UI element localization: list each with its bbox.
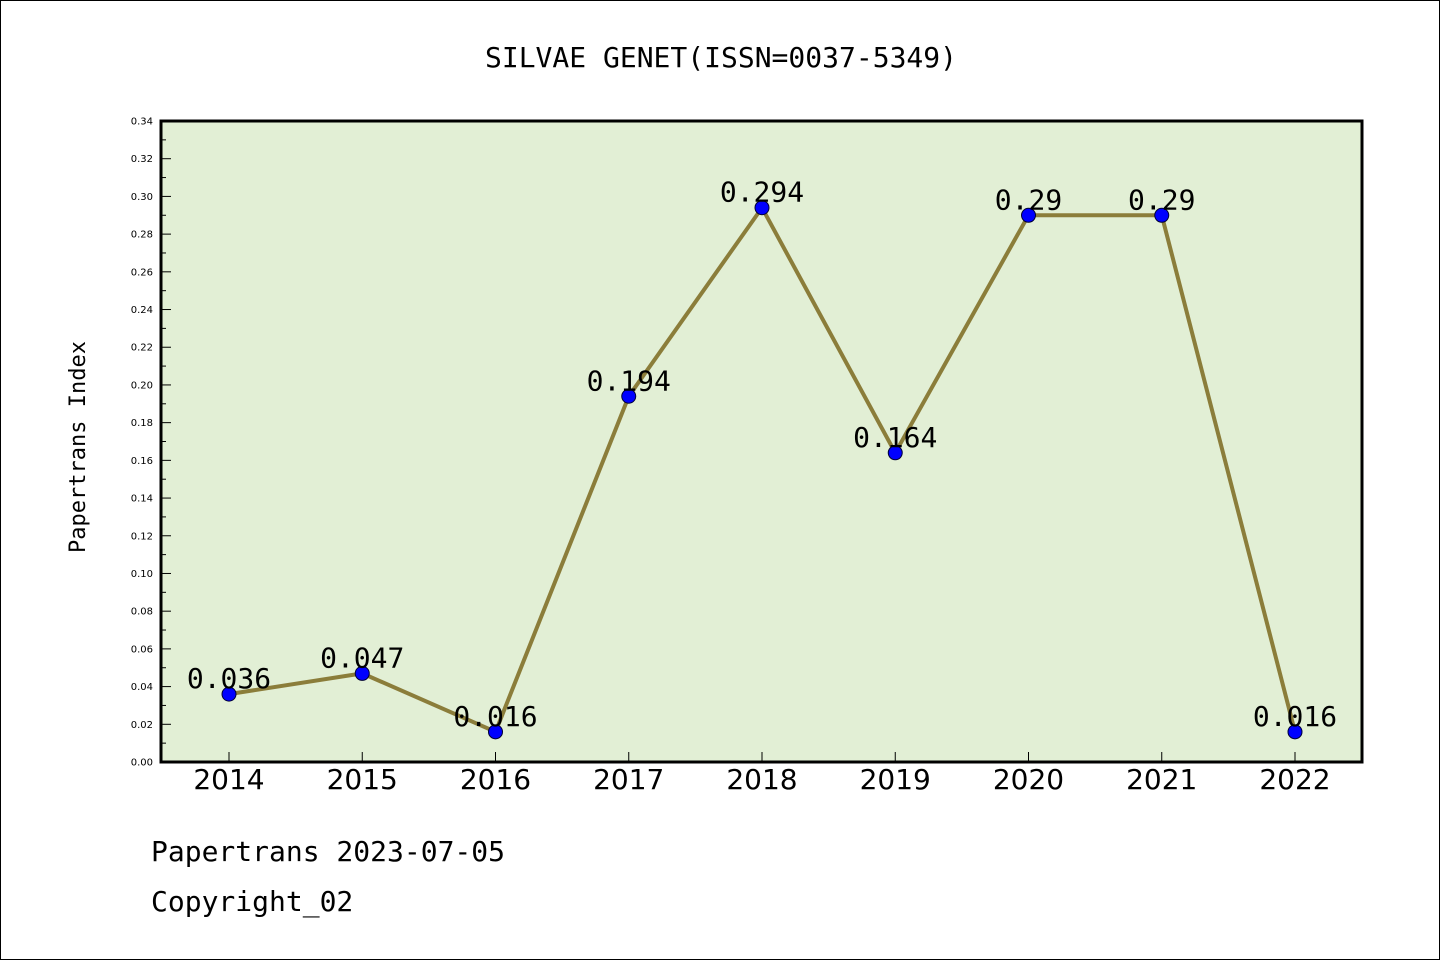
y-tick-label: 0.10 — [131, 569, 153, 580]
y-tick-label: 0.24 — [131, 305, 153, 316]
x-tick-label: 2018 — [726, 763, 797, 796]
y-tick-label: 0.14 — [131, 494, 153, 505]
x-tick-label: 2022 — [1259, 763, 1330, 796]
plot-area — [161, 121, 1362, 762]
y-tick-label: 0.18 — [131, 418, 153, 429]
x-axis: 2014 2015 2016 2017 2018 2019 2020 2021 2022 — [193, 752, 1331, 796]
footer-date: Papertrans 2023-07-05 — [151, 835, 506, 868]
x-tick-label: 2020 — [993, 763, 1064, 796]
y-tick-label: 0.16 — [131, 456, 153, 467]
data-label: 0.164 — [853, 421, 937, 454]
x-tick-label: 2021 — [1126, 763, 1197, 796]
data-point — [488, 724, 503, 740]
x-tick-label: 2019 — [860, 763, 931, 796]
data-label: 0.29 — [1128, 183, 1195, 216]
x-tick-label: 2017 — [593, 763, 664, 796]
y-axis-label: Papertrans Index — [66, 341, 91, 553]
data-label: 0.036 — [187, 662, 271, 695]
data-label: 0.294 — [720, 176, 804, 209]
data-point — [621, 388, 637, 404]
data-point — [1287, 724, 1303, 740]
y-tick-label: 0.34 — [131, 117, 153, 128]
data-label: 0.016 — [1253, 700, 1337, 733]
y-tick-label: 0.04 — [131, 682, 153, 693]
x-tick-label: 2015 — [327, 763, 398, 796]
y-tick-label: 0.32 — [131, 154, 153, 165]
x-tick-label: 2016 — [460, 763, 531, 796]
data-point — [887, 445, 903, 461]
data-label: 0.016 — [453, 700, 537, 733]
y-tick-label: 0.20 — [131, 380, 153, 391]
data-markers — [221, 200, 1303, 740]
y-tick-label: 0.00 — [131, 758, 153, 769]
y-tick-label: 0.06 — [131, 644, 153, 655]
data-label: 0.194 — [587, 364, 671, 397]
y-tick-label: 0.22 — [131, 343, 153, 354]
footer-copyright: Copyright_02 — [151, 885, 354, 918]
y-tick-label: 0.26 — [131, 267, 153, 278]
data-point — [221, 686, 237, 702]
data-labels: 0.036 0.047 0.016 0.194 0.294 0.164 0.29 0.29 0.… — [187, 176, 1337, 733]
y-tick-label: 0.08 — [131, 607, 153, 618]
y-tick-label: 0.30 — [131, 192, 153, 203]
data-point — [754, 200, 770, 216]
y-tick-label: 0.02 — [131, 720, 153, 731]
data-label: 0.29 — [995, 183, 1062, 216]
data-point — [1021, 207, 1036, 223]
data-label: 0.047 — [320, 641, 404, 674]
data-point — [354, 665, 370, 681]
data-point — [1154, 207, 1170, 223]
y-tick-label: 0.12 — [131, 531, 153, 542]
plot-frame — [159, 119, 1364, 764]
x-tick-label: 2014 — [193, 763, 264, 796]
y-tick-label: 0.28 — [131, 230, 153, 241]
chart-title: SILVAE GENET(ISSN=0037-5349) — [485, 41, 957, 74]
